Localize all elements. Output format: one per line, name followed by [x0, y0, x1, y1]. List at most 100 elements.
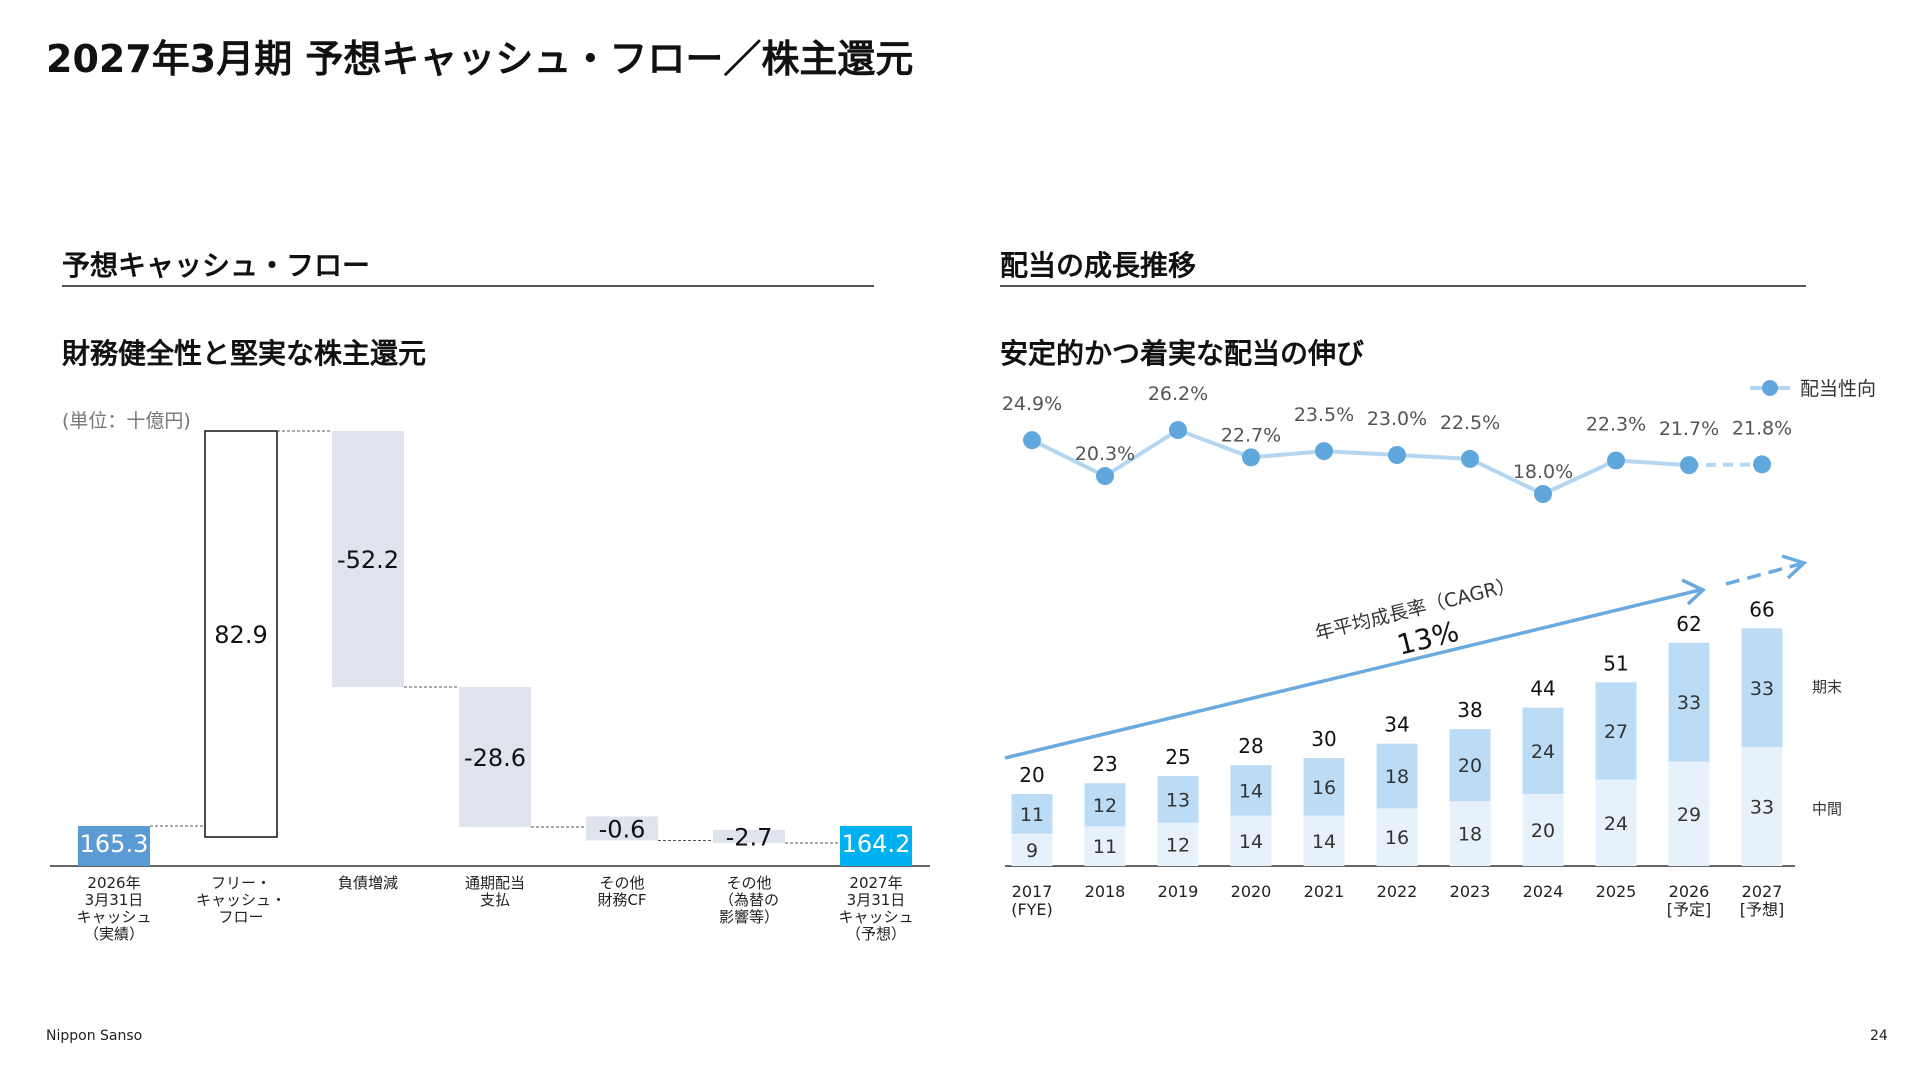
cashflow-waterfall-chart: 165.32026年3月31日キャッシュ（実績）82.9フリー・キャッシュ・フロ… — [50, 430, 930, 943]
payout-ratio-segment — [1542, 458, 1617, 496]
payout-ratio-segment — [1323, 449, 1398, 457]
interim-dividend-label: 14 — [1312, 831, 1336, 853]
waterfall-category-label: フロー — [218, 908, 263, 926]
final-dividend-bar — [1668, 642, 1710, 762]
page-title: 2027年3月期 予想キャッシュ・フロー／株主還元 — [46, 37, 914, 81]
page-number: 24 — [1870, 1028, 1888, 1044]
final-dividend-bar — [1157, 776, 1199, 823]
dividend-category-label: 2017 — [1012, 882, 1053, 901]
payout-ratio-point — [1169, 421, 1187, 440]
cashflow-section-divider — [62, 285, 874, 287]
payout-ratio-segment — [1396, 453, 1471, 461]
payout-ratio-point — [1680, 456, 1698, 475]
interim-dividend-label: 16 — [1385, 827, 1409, 849]
payout-ratio-segment — [1177, 428, 1252, 460]
payout-ratio-segment — [1103, 428, 1180, 478]
footer-company: Nippon Sanso — [46, 1028, 143, 1044]
payout-legend-marker — [1762, 380, 1778, 396]
waterfall-category-label: 3月31日 — [85, 891, 144, 909]
interim-dividend-bar — [1084, 826, 1126, 866]
dividend-category-label: 2026 — [1669, 882, 1710, 901]
interim-dividend-label: 18 — [1458, 824, 1482, 846]
interim-dividend-bar — [1522, 794, 1564, 866]
dividend-category-label: 2018 — [1085, 882, 1126, 901]
waterfall-category-label: （予想） — [846, 925, 906, 943]
waterfall-value-label: -28.6 — [464, 744, 526, 772]
final-dividend-bar — [1522, 707, 1564, 794]
final-dividend-label: 33 — [1750, 678, 1774, 700]
interim-dividend-label: 14 — [1239, 831, 1263, 853]
final-dividend-label: 11 — [1020, 804, 1044, 826]
interim-dividend-bar — [1230, 815, 1272, 866]
final-dividend-label: 13 — [1166, 789, 1190, 811]
cagr-arrow-line — [1004, 588, 1701, 760]
waterfall-bar — [204, 430, 278, 838]
interim-dividend-label: 29 — [1677, 804, 1701, 826]
waterfall-value-label: -52.2 — [337, 546, 399, 574]
final-dividend-bar — [1595, 682, 1637, 780]
total-dividend-label: 66 — [1749, 597, 1774, 621]
waterfall-category-label: 通期配当 — [465, 874, 525, 892]
interim-dividend-label: 9 — [1026, 840, 1038, 862]
total-dividend-label: 30 — [1311, 727, 1336, 751]
dividend-section-title: 配当の成長推移 — [1000, 249, 1197, 282]
waterfall-bar — [332, 431, 404, 687]
payout-ratio-point — [1753, 455, 1771, 474]
interim-label: 中間 — [1812, 800, 1842, 818]
dividend-category-label: 2025 — [1596, 882, 1637, 901]
interim-dividend-bar — [1157, 822, 1199, 866]
final-dividend-bar — [1230, 765, 1272, 816]
final-dividend-bar — [1449, 729, 1491, 802]
waterfall-category-label: フリー・ — [211, 874, 271, 892]
cashflow-section-title: 予想キャッシュ・フロー — [62, 249, 371, 282]
final-dividend-label: 14 — [1239, 780, 1263, 802]
dividend-category-label: 2023 — [1450, 882, 1491, 901]
cagr-forecast-arrow-head — [1781, 554, 1808, 580]
waterfall-category-label: 支払 — [480, 891, 510, 909]
payout-ratio-point — [1534, 485, 1552, 503]
waterfall-value-label: 164.2 — [842, 830, 911, 858]
final-dividend-label: 12 — [1093, 795, 1117, 817]
interim-dividend-label: 12 — [1166, 834, 1190, 856]
dividend-category-label: 2022 — [1377, 882, 1418, 901]
total-dividend-label: 51 — [1603, 651, 1628, 675]
final-dividend-label: 24 — [1531, 741, 1555, 763]
interim-dividend-bar — [1741, 747, 1783, 866]
waterfall-category-label: キャッシュ — [838, 908, 913, 926]
interim-dividend-label: 20 — [1531, 820, 1555, 842]
payout-ratio-segment — [1469, 457, 1544, 496]
cagr-forecast-arrow-line — [1725, 562, 1801, 586]
final-dividend-label: 16 — [1312, 777, 1336, 799]
waterfall-bar — [459, 687, 531, 827]
waterfall-category-label: 財務CF — [597, 891, 646, 909]
payout-ratio-segment — [1615, 458, 1690, 468]
interim-dividend-bar — [1449, 801, 1491, 866]
waterfall-bar — [586, 816, 658, 841]
payout-ratio-label: 21.7% — [1659, 418, 1719, 440]
payout-ratio-label: 20.3% — [1075, 443, 1135, 465]
payout-ratio-label: 26.2% — [1148, 383, 1208, 405]
dividend-category-label: 2019 — [1158, 882, 1199, 901]
waterfall-bar — [78, 826, 150, 866]
waterfall-category-label: 負債増減 — [338, 874, 398, 892]
payout-ratio-label: 22.3% — [1586, 413, 1646, 435]
period-end-label: 期末 — [1812, 678, 1842, 696]
waterfall-category-label: （実績） — [84, 925, 144, 943]
interim-dividend-label: 33 — [1750, 797, 1774, 819]
final-dividend-label: 27 — [1604, 721, 1628, 743]
final-dividend-bar — [1011, 794, 1053, 834]
total-dividend-label: 28 — [1238, 734, 1263, 758]
interim-dividend-bar — [1668, 761, 1710, 866]
final-dividend-label: 20 — [1458, 755, 1482, 777]
payout-ratio-point — [1607, 451, 1625, 470]
total-dividend-label: 20 — [1019, 763, 1044, 787]
dividend-category-label: 2024 — [1523, 882, 1564, 901]
waterfall-category-label: キャッシュ — [76, 908, 151, 926]
waterfall-category-label: キャッシュ・ — [196, 891, 286, 909]
final-dividend-bar — [1084, 783, 1126, 827]
cagr-arrow-head — [1681, 578, 1707, 606]
dividend-chart: 配当性向 期末 中間 年平均成長率（CAGR） 13% 911202017(FY… — [1002, 378, 1876, 919]
waterfall-category-label: 2026年 — [87, 874, 140, 892]
dividend-category-label: 2027 — [1742, 882, 1783, 901]
payout-ratio-point — [1242, 448, 1260, 467]
